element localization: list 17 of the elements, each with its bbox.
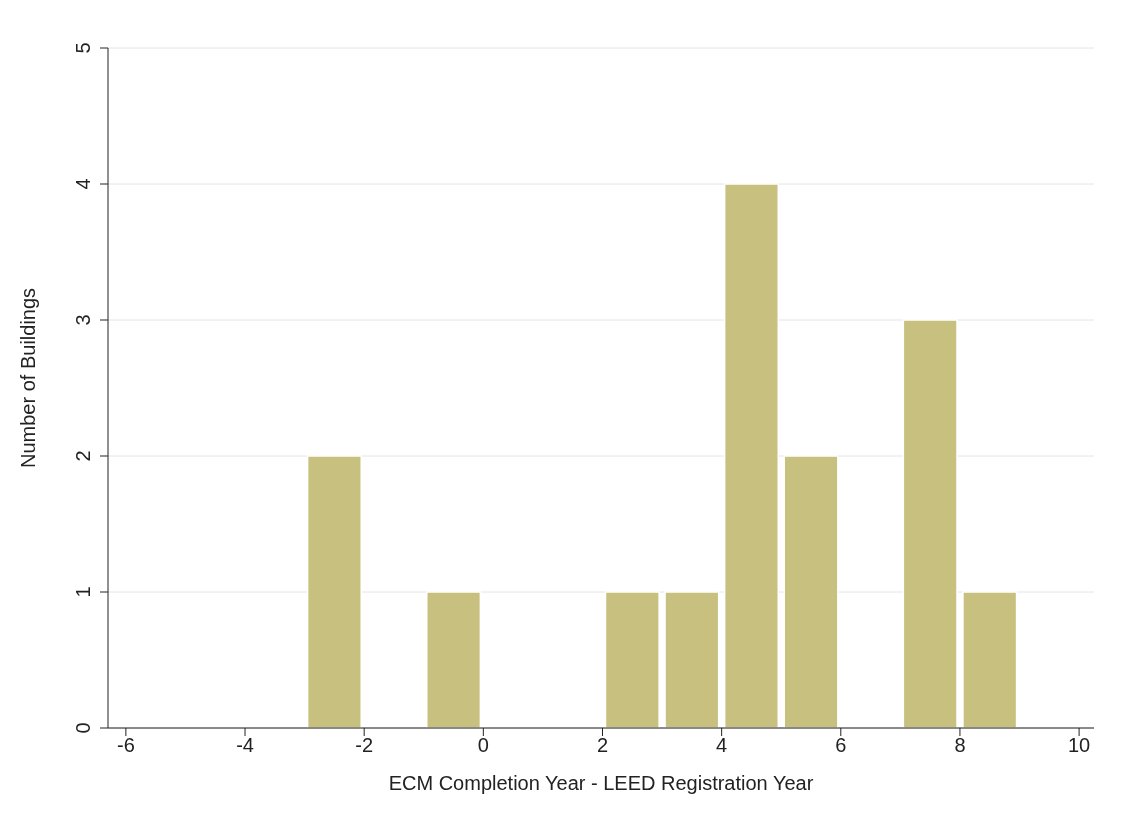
- y-tick-label: 2: [72, 450, 94, 462]
- x-tick-label: -4: [236, 734, 254, 757]
- x-tick-label: -6: [116, 734, 135, 757]
- x-tick-label: 6: [835, 734, 847, 757]
- x-tick-label: 8: [954, 734, 966, 757]
- x-tick-label: 0: [477, 734, 489, 757]
- y-tick-label: 3: [72, 314, 94, 326]
- y-tick-label: 4: [72, 178, 94, 190]
- x-tick-label: 10: [1067, 734, 1091, 757]
- x-tick-label: 4: [716, 734, 728, 757]
- x-tick-label: -2: [355, 734, 374, 757]
- x-axis-title: ECM Completion Year - LEED Registration Year: [388, 772, 814, 794]
- y-axis-title: Number of Buildings: [17, 287, 40, 468]
- y-tick-label: 0: [72, 722, 94, 734]
- y-tick-label: 5: [72, 42, 94, 54]
- y-tick-label: 1: [72, 586, 94, 598]
- x-tick-label: 2: [596, 734, 609, 757]
